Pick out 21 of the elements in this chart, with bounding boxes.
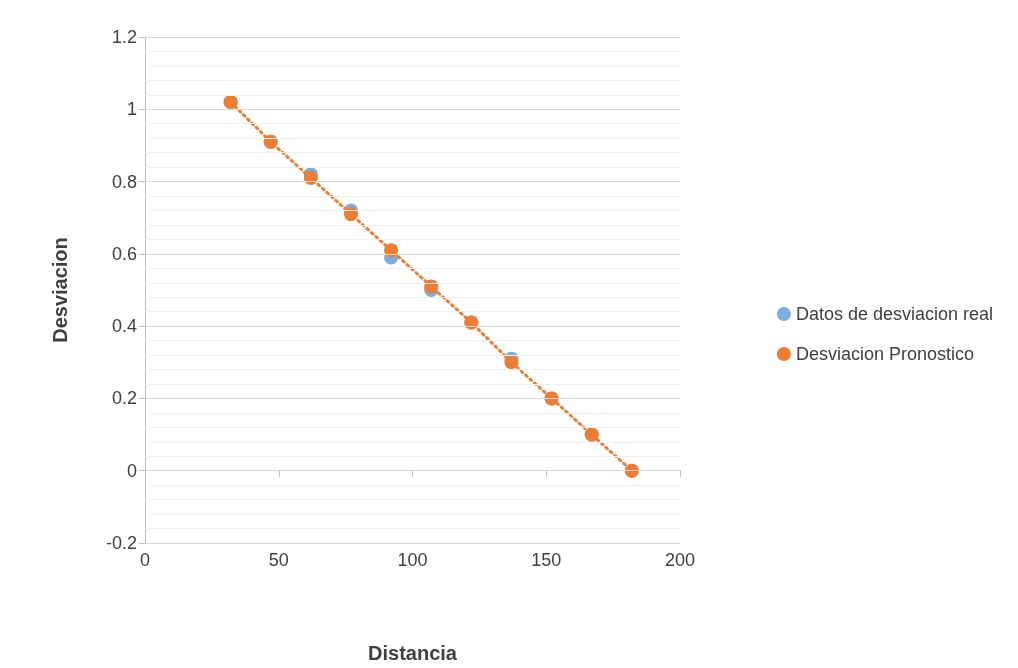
y-axis-title: Desviacion [49, 237, 71, 343]
y-tick-label: 0.4 [111, 316, 137, 337]
legend-label: Desviacion Pronostico [795, 344, 974, 364]
point [384, 243, 399, 258]
y-tick-label: -0.2 [105, 533, 137, 553]
x-tick-label: 100 [397, 550, 428, 570]
x-tick-label: 50 [268, 550, 289, 570]
x-tick-label: 200 [664, 550, 696, 570]
y-tick-label: 0.2 [111, 388, 137, 409]
y-tick-label: 0.8 [111, 171, 137, 192]
point [504, 355, 519, 370]
x-axis-title: Distancia [368, 642, 458, 664]
point [343, 207, 358, 222]
y-tick-label: 1.2 [111, 27, 137, 47]
y-tick-label: 1 [126, 99, 137, 120]
point [424, 279, 439, 294]
x-tick-label: 0 [139, 550, 151, 570]
legend-label: Datos de desviacion real [795, 304, 994, 324]
x-tick-label: 150 [531, 550, 562, 570]
y-tick-label: 0.6 [111, 243, 137, 264]
y-tick-label: 0 [126, 460, 137, 481]
